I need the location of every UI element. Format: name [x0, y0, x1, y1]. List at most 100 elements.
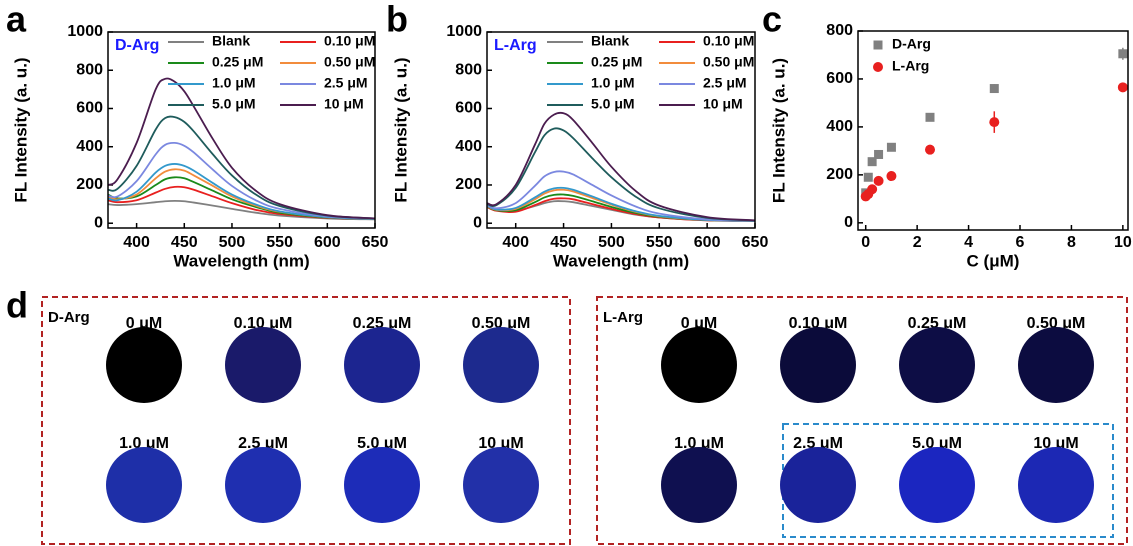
y-axis-label: FL Intensity (a. u.): [391, 57, 410, 202]
concentration-label: 0.10 μM: [789, 315, 848, 332]
panel-label: c: [762, 0, 782, 40]
legend-label: 2.5 μM: [324, 75, 368, 91]
sample-well: [780, 447, 856, 523]
y-tick-label: 400: [826, 118, 853, 135]
legend-label: D-Arg: [892, 36, 931, 52]
y-tick-label: 200: [76, 176, 103, 193]
x-tick-label: 400: [123, 234, 150, 251]
sample-well: [1018, 447, 1094, 523]
data-point: [863, 172, 873, 182]
legend-label: 5.0 μM: [212, 96, 256, 112]
y-tick-label: 800: [826, 22, 853, 39]
sample-well: [780, 327, 856, 403]
spectrum-line: [108, 115, 375, 220]
concentration-label: 0.50 μM: [1027, 315, 1086, 332]
spectrum-line: [487, 170, 755, 222]
concentration-label: 0.25 μM: [908, 315, 967, 332]
panel-label: b: [386, 0, 408, 40]
data-point: [873, 175, 884, 186]
concentration-label: 2.5 μM: [238, 435, 288, 452]
spectrum-line: [487, 186, 755, 222]
legend-label: 10 μM: [703, 96, 743, 112]
panel-label: d: [6, 285, 28, 326]
group-frame: [596, 296, 1128, 545]
plot-frame: [857, 30, 1129, 231]
panel-label: a: [6, 0, 27, 40]
x-tick-label: 450: [550, 234, 577, 251]
x-tick-label: 550: [646, 234, 673, 251]
spectrum-line: [108, 185, 375, 220]
concentration-label: 0 μM: [126, 315, 162, 332]
y-tick-label: 0: [844, 214, 853, 231]
concentration-label: 10 μM: [478, 435, 523, 452]
sample-well: [225, 327, 301, 403]
sample-well: [344, 447, 420, 523]
concentration-label: 1.0 μM: [674, 435, 724, 452]
legend-label: 0.50 μM: [324, 54, 375, 70]
data-point: [886, 171, 897, 182]
data-point: [925, 112, 935, 122]
x-tick-label: 8: [1067, 234, 1076, 251]
spectrum-line: [108, 77, 375, 220]
concentration-label: 2.5 μM: [793, 435, 843, 452]
concentration-label: 1.0 μM: [119, 435, 169, 452]
legend-swatch: [873, 40, 883, 50]
y-tick-label: 0: [473, 214, 482, 231]
annotation: D-Arg: [115, 37, 159, 54]
group-label: D-Arg: [48, 309, 90, 326]
y-tick-label: 200: [455, 176, 482, 193]
data-point: [989, 84, 999, 94]
y-tick-label: 600: [826, 70, 853, 87]
y-tick-label: 1000: [446, 23, 482, 40]
concentration-label: 5.0 μM: [357, 435, 407, 452]
legend-label: 1.0 μM: [212, 75, 256, 91]
x-tick-label: 500: [219, 234, 246, 251]
annotation-box: [491, 35, 545, 57]
sample-well: [463, 447, 539, 523]
concentration-label: 10 μM: [1033, 435, 1078, 452]
data-point: [1118, 49, 1128, 59]
spectrum-line: [108, 163, 375, 220]
y-tick-label: 400: [76, 138, 103, 155]
spectrum-line: [108, 141, 375, 220]
legend-label: 5.0 μM: [591, 96, 635, 112]
legend-label: 0.25 μM: [591, 54, 642, 70]
legend-label: 0.10 μM: [703, 33, 754, 49]
x-tick-label: 6: [1016, 234, 1025, 251]
sample-well: [344, 327, 420, 403]
legend-label: 1.0 μM: [591, 75, 635, 91]
annotation: L-Arg: [494, 37, 537, 54]
data-point: [1117, 82, 1128, 93]
data-point: [874, 149, 884, 159]
x-tick-label: 500: [598, 234, 625, 251]
x-tick-label: 600: [694, 234, 721, 251]
y-tick-label: 600: [76, 100, 103, 117]
plot-frame: [107, 31, 376, 229]
spectrum-line: [487, 111, 755, 222]
concentration-label: 0.10 μM: [234, 315, 293, 332]
legend-label: Blank: [212, 33, 250, 49]
sample-well: [661, 447, 737, 523]
sample-well: [106, 327, 182, 403]
spectrum-line: [108, 199, 375, 221]
legend-label: 0.10 μM: [324, 33, 375, 49]
sample-well: [225, 447, 301, 523]
y-tick-label: 600: [455, 100, 482, 117]
concentration-label: 0.50 μM: [472, 315, 531, 332]
y-tick-label: 400: [455, 138, 482, 155]
x-tick-label: 4: [964, 234, 973, 251]
y-tick-label: 1000: [67, 23, 103, 40]
data-point: [867, 184, 878, 195]
x-tick-label: 10: [1114, 234, 1132, 251]
legend-label: 0.25 μM: [212, 54, 263, 70]
y-axis-label: FL Intensity (a. u.): [769, 58, 788, 203]
x-tick-label: 450: [171, 234, 198, 251]
spectrum-line: [487, 127, 755, 222]
y-tick-label: 200: [826, 166, 853, 183]
legend-label: L-Arg: [892, 58, 929, 74]
x-axis-label: C (μM): [967, 251, 1020, 270]
sample-well: [661, 327, 737, 403]
legend-label: 2.5 μM: [703, 75, 747, 91]
y-tick-label: 0: [94, 214, 103, 231]
data-point: [867, 157, 877, 167]
